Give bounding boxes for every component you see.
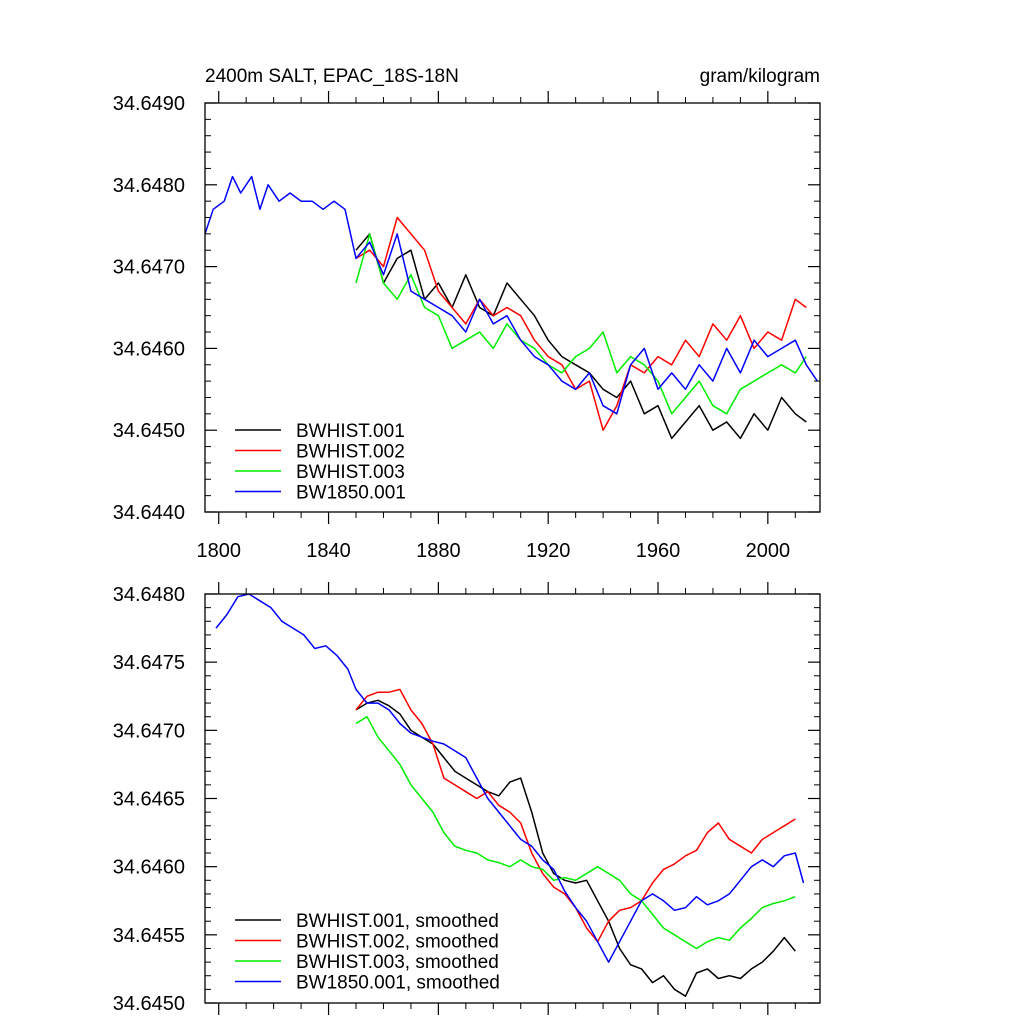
- bottom-legend-label: BW1850.001, smoothed: [296, 973, 500, 994]
- bottom-panel: 34.6450 34.6455 34.6460 34.6465 34.6470 34.64…: [113, 582, 821, 1015]
- bottom-y-tick-label: 34.6460: [113, 857, 185, 879]
- top-y-tick-label: 34.6490: [113, 93, 185, 115]
- top-x-tick-label: 2000: [746, 540, 791, 562]
- top-x-tick-label: 1920: [526, 540, 571, 562]
- top-series-line-4: [204, 175, 818, 415]
- bottom-series-lines: [215, 593, 805, 997]
- top-x-tick-label: 1960: [636, 540, 681, 562]
- top-y-tick-label: 34.6440: [113, 502, 185, 524]
- top-series-line-2: [355, 216, 807, 431]
- top-y-tick-label: 34.6480: [113, 175, 185, 197]
- top-x-tick-label: 1800: [196, 540, 241, 562]
- top-y-tick-label: 34.6450: [113, 420, 185, 442]
- top-legend-label: BWHIST.002: [296, 442, 405, 463]
- top-y-tick-label: 34.6460: [113, 338, 185, 360]
- top-x-tick-label: 1840: [306, 540, 351, 562]
- bottom-axes: 34.6450 34.6455 34.6460 34.6465 34.6470 34.64…: [113, 582, 820, 1015]
- bottom-y-tick-label: 34.6470: [113, 720, 185, 742]
- top-panel: 2400m SALT, EPAC_18S-18N gram/kilogram 3…: [113, 66, 821, 562]
- top-x-tick-label: 1880: [416, 540, 461, 562]
- bottom-y-tick-label: 34.6450: [113, 993, 185, 1015]
- bottom-series-line-3: [355, 715, 796, 950]
- top-series-lines: [204, 175, 818, 440]
- top-chart-title: 2400m SALT, EPAC_18S-18N: [205, 66, 459, 87]
- top-series-line-1: [355, 233, 807, 440]
- bottom-legend-label: BWHIST.002, smoothed: [296, 932, 499, 953]
- bottom-y-tick-label: 34.6465: [113, 789, 185, 811]
- bottom-legend-label: BWHIST.003, smoothed: [296, 952, 499, 973]
- top-legend-label: BW1850.001: [296, 483, 406, 504]
- top-chart-units: gram/kilogram: [700, 66, 820, 87]
- top-legend-label: BWHIST.003: [296, 462, 405, 483]
- bottom-y-tick-label: 34.6455: [113, 925, 185, 947]
- bottom-y-tick-label: 34.6480: [113, 584, 185, 606]
- bottom-y-tick-label: 34.6475: [113, 652, 185, 674]
- top-axes: 34.6440 34.6450 34.6460 34.6470 34.6480 34.64…: [113, 91, 820, 562]
- bottom-series-line-4: [215, 593, 805, 963]
- top-series-line-3: [355, 233, 807, 415]
- top-plot-frame: [204, 102, 821, 513]
- bottom-series-line-1: [355, 699, 796, 997]
- top-y-tick-label: 34.6470: [113, 257, 185, 279]
- bottom-legend-label: BWHIST.001, smoothed: [296, 911, 499, 932]
- top-legend-label: BWHIST.001: [296, 421, 405, 442]
